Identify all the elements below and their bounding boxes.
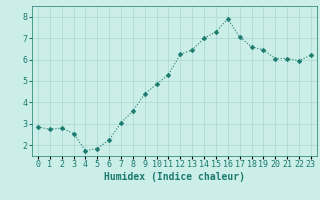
X-axis label: Humidex (Indice chaleur): Humidex (Indice chaleur) (104, 172, 245, 182)
